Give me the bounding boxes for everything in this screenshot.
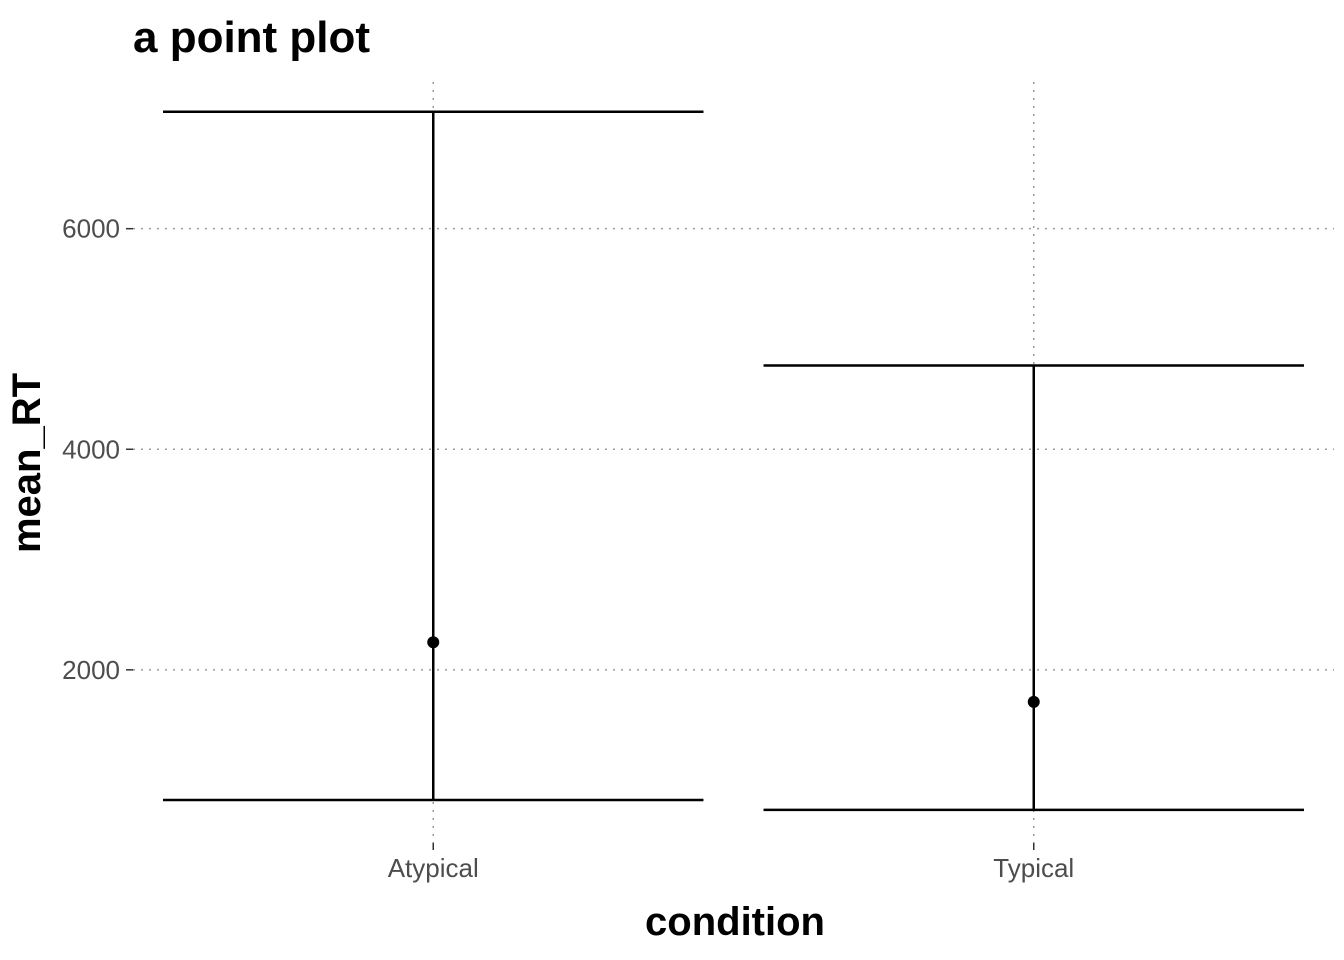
x-tick-label-atypical: Atypical (388, 853, 479, 883)
x-axis-title: condition (645, 900, 825, 944)
y-axis-title: mean_RT (5, 373, 49, 553)
y-tick-label-4000: 4000 (62, 434, 120, 464)
point-typical (1027, 695, 1040, 708)
y-tick-label-6000: 6000 (62, 214, 120, 244)
grid-layer (133, 82, 1334, 843)
ticks-layer: 2000 4000 6000 Atypical Typical (62, 214, 1074, 883)
marks-layer (163, 110, 1304, 812)
x-tick-label-typical: Typical (993, 853, 1074, 883)
point-atypical (427, 636, 440, 649)
y-tick-label-2000: 2000 (62, 655, 120, 685)
chart-title: a point plot (133, 13, 370, 62)
errorbar-atypical (163, 110, 704, 802)
errorbar-typical (763, 364, 1304, 812)
